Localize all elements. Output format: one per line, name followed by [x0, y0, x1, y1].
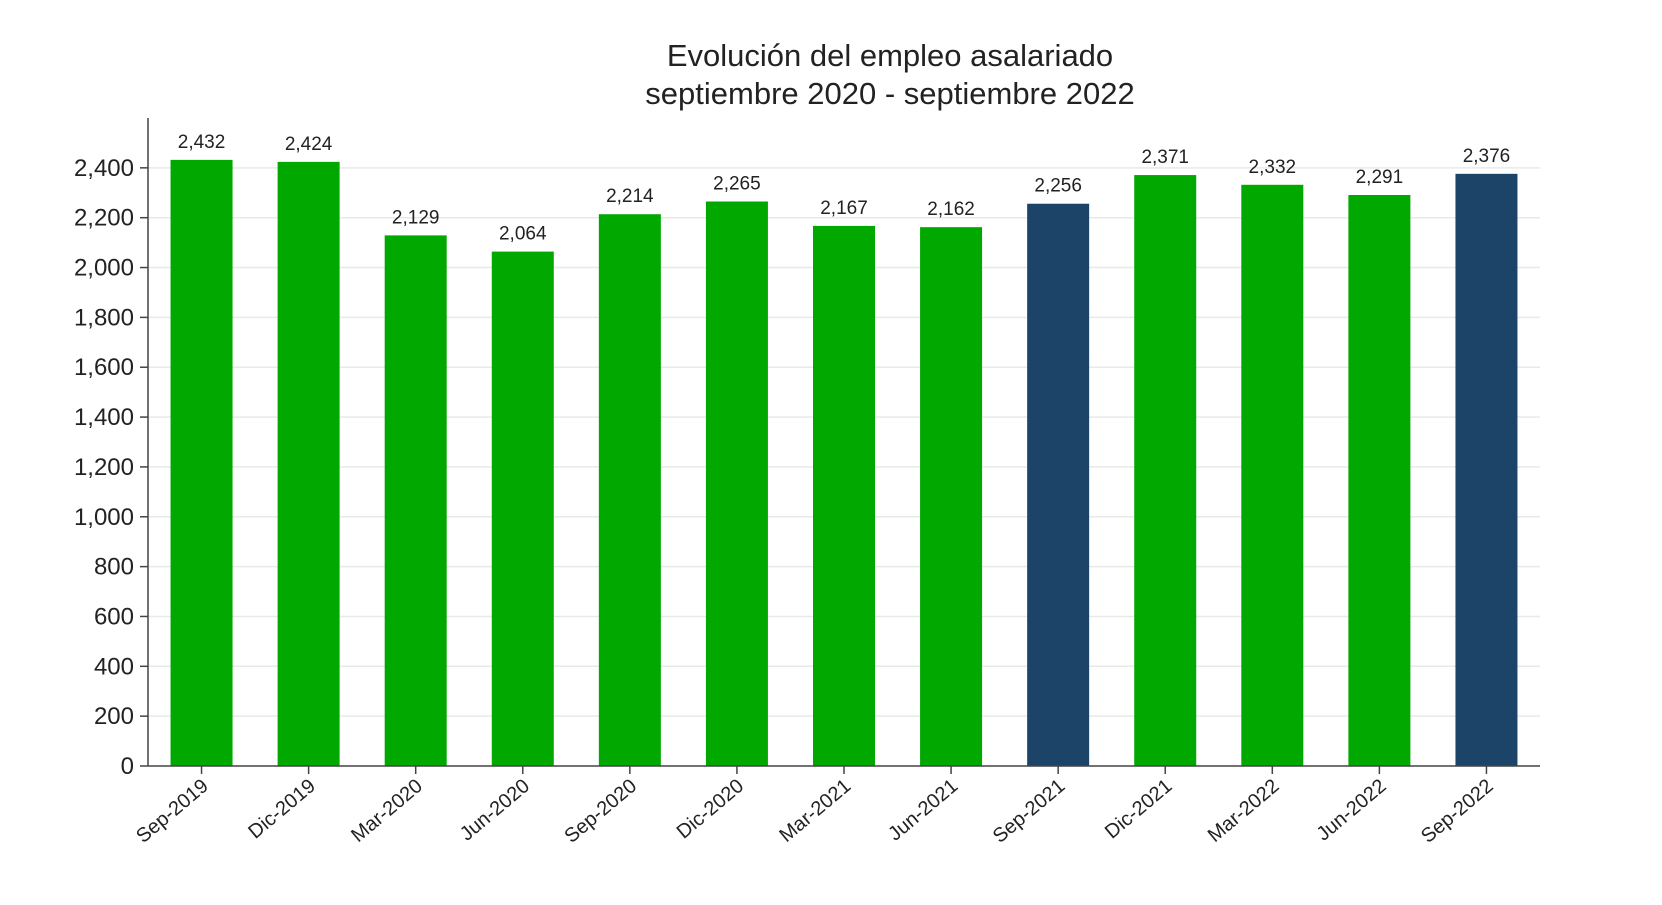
- bar-jun-2022: [1348, 195, 1411, 766]
- data-label: 2,265: [713, 173, 761, 194]
- x-tick-label: Sep-2019: [132, 775, 213, 848]
- y-tick-label: 1,800: [74, 304, 134, 331]
- x-tick-label: Dic-2020: [673, 775, 748, 843]
- x-tick-label: Jun-2022: [1313, 775, 1391, 845]
- y-tick-label: 2,200: [74, 205, 134, 232]
- y-tick-label: 2,400: [74, 155, 134, 182]
- data-label: 2,064: [499, 224, 547, 245]
- data-label: 2,167: [820, 198, 868, 219]
- x-tick-label: Mar-2020: [347, 775, 427, 847]
- data-labels: 2,432 2,424 2,129 2,064 2,214 2,265 2,167 2,162…: [178, 132, 1510, 245]
- x-tick-label: Mar-2022: [1204, 775, 1284, 847]
- x-axis-ticks: Sep-2019 Dic-2019 Mar-2020 Jun-2020 Sep-2020…: [132, 766, 1498, 848]
- y-tick-label: 800: [94, 554, 134, 581]
- data-label: 2,291: [1356, 167, 1404, 188]
- data-label: 2,432: [178, 132, 226, 153]
- bar-mar-2020: [384, 235, 447, 766]
- x-tick-label: Sep-2021: [989, 775, 1070, 848]
- bars: [170, 159, 1518, 767]
- y-tick-label: 1,400: [74, 404, 134, 431]
- bar-sep-2019: [170, 159, 233, 766]
- x-tick-label: Sep-2022: [1417, 775, 1498, 848]
- y-tick-label: 0: [121, 753, 134, 780]
- data-label: 2,129: [392, 207, 440, 228]
- bar-sep-2021: [1027, 203, 1090, 767]
- chart-subtitle: septiembre 2020 - septiembre 2022: [645, 76, 1134, 111]
- data-label: 2,332: [1249, 157, 1297, 178]
- x-tick-label: Dic-2019: [244, 775, 319, 843]
- bar-jun-2020: [491, 251, 554, 766]
- chart-title-group: Evolución del empleo asalariado septiemb…: [645, 38, 1134, 111]
- y-tick-label: 1,600: [74, 354, 134, 381]
- data-label: 2,256: [1034, 176, 1082, 197]
- bar-mar-2022: [1241, 184, 1304, 767]
- bar-sep-2022: [1455, 173, 1518, 766]
- y-tick-label: 2,000: [74, 255, 134, 282]
- bar-dic-2021: [1134, 175, 1197, 766]
- data-label: 2,214: [606, 186, 654, 207]
- x-tick-label: Jun-2020: [456, 775, 534, 845]
- data-label: 2,424: [285, 134, 333, 155]
- y-tick-label: 400: [94, 653, 134, 680]
- bar-sep-2020: [598, 214, 661, 767]
- data-label: 2,371: [1141, 147, 1189, 168]
- bar-dic-2020: [705, 201, 768, 766]
- data-label: 2,376: [1463, 146, 1511, 167]
- y-tick-label: 1,200: [74, 454, 134, 481]
- bar-dic-2019: [277, 161, 340, 766]
- chart-title: Evolución del empleo asalariado: [667, 38, 1113, 73]
- x-tick-label: Jun-2021: [884, 775, 962, 845]
- bar-mar-2021: [813, 225, 875, 766]
- y-tick-label: 1,000: [74, 504, 134, 531]
- data-label: 2,162: [927, 199, 975, 220]
- x-tick-label: Sep-2020: [560, 775, 641, 848]
- y-tick-label: 200: [94, 703, 134, 730]
- x-tick-label: Mar-2021: [775, 775, 855, 847]
- y-axis-ticks: 0 200 400 600 800 1,000 1,200 1,400 1,600 1,800 2,…: [74, 155, 148, 780]
- y-tick-label: 600: [94, 603, 134, 630]
- x-tick-label: Dic-2021: [1101, 775, 1176, 843]
- bar-jun-2021: [920, 227, 983, 766]
